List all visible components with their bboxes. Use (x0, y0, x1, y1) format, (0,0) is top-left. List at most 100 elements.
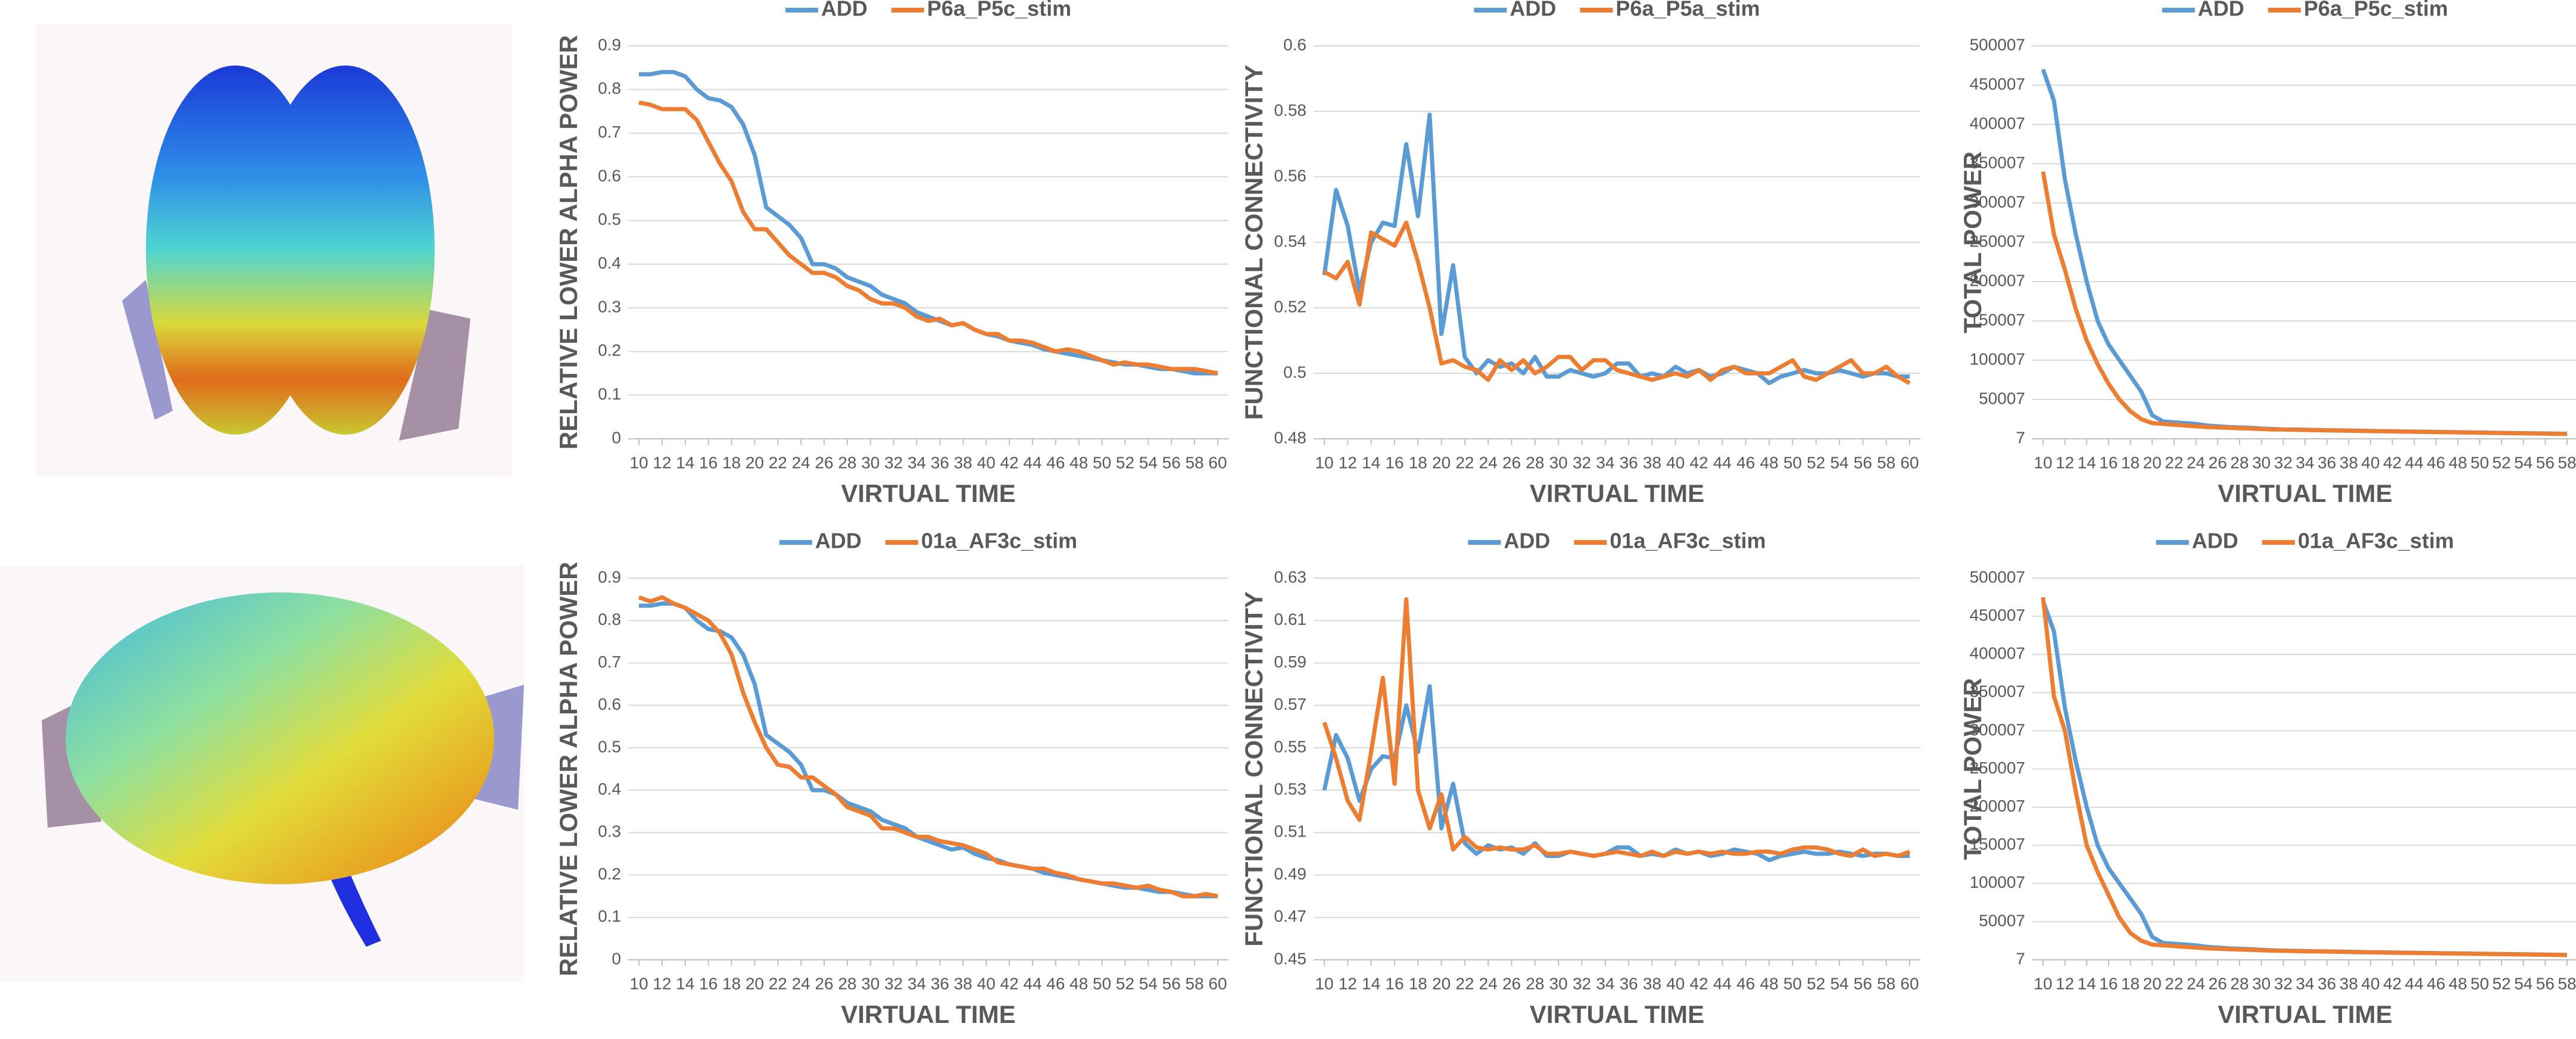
x-tick-label: 34 (907, 974, 926, 993)
legend-label: ADD (821, 0, 868, 21)
y-tick-label: 0.51 (1274, 822, 1307, 841)
y-tick-label: 0.49 (1274, 865, 1307, 883)
x-axis-title: VIRTUAL TIME (1530, 479, 1704, 507)
y-tick-label: 500007 (1970, 35, 2025, 54)
legend-label: 01a_AF3c_stim (1610, 529, 1766, 553)
legend: ADD 01a_AF3c_stim (779, 529, 1077, 553)
legend-label: 01a_AF3c_stim (921, 529, 1077, 553)
x-tick-label: 18 (722, 974, 741, 993)
x-tick-label: 50 (2471, 974, 2489, 993)
x-tick-label: 54 (2514, 974, 2533, 993)
x-tick-label: 10 (2034, 974, 2052, 993)
y-tick-label: 0.6 (1283, 35, 1306, 54)
legend: ADD P6a_P5c_stim (2162, 0, 2448, 21)
x-tick-label: 36 (2318, 453, 2336, 472)
y-tick-label: 350007 (1970, 153, 2025, 171)
x-tick-label: 22 (2165, 453, 2183, 472)
x-tick-label: 10 (1315, 453, 1333, 472)
x-tick-label: 42 (1000, 974, 1019, 993)
y-tick-label: 0 (612, 949, 621, 968)
y-tick-label: 0.45 (1274, 949, 1307, 968)
y-tick-label: 0.47 (1274, 907, 1307, 925)
x-tick-label: 22 (1455, 453, 1474, 472)
x-tick-label: 26 (1502, 453, 1521, 472)
y-tick-label: 400007 (1970, 114, 2025, 132)
y-tick-label: 400007 (1970, 644, 2025, 663)
y-tick-label: 0.5 (598, 210, 621, 229)
data-line (1322, 684, 1910, 863)
x-tick-label: 10 (1315, 974, 1333, 993)
x-tick-label: 36 (1620, 974, 1638, 993)
y-axis-title: TOTAL POWER (1958, 151, 1986, 333)
y-tick-label: 0.4 (598, 254, 621, 272)
x-tick-label: 46 (1046, 974, 1065, 993)
x-tick-label: 40 (977, 974, 996, 993)
x-tick-label: 30 (2252, 453, 2271, 472)
y-axis-title: RELATIVE LOWER ALPHA POWER (554, 561, 582, 976)
y-tick-label: 450007 (1970, 74, 2025, 93)
x-tick-label: 56 (1162, 453, 1181, 472)
y-tick-label: 0.8 (598, 610, 621, 629)
x-tick-label: 50 (1093, 453, 1111, 472)
x-tick-label: 10 (629, 974, 648, 993)
x-tick-label: 26 (815, 974, 833, 993)
y-axis-title: FUNCTIONAL CONNECTIVITY (1240, 591, 1268, 947)
x-tick-label: 44 (1023, 974, 1041, 993)
x-tick-label: 16 (2099, 453, 2117, 472)
legend-label: P6a_P5c_stim (2304, 0, 2448, 21)
x-tick-label: 24 (1479, 453, 1498, 472)
y-tick-label: 0.54 (1274, 232, 1307, 250)
electrode-panel (399, 310, 470, 441)
right-hemisphere (256, 65, 435, 435)
x-tick-label: 32 (2274, 974, 2293, 993)
data-line (1323, 220, 1911, 385)
y-tick-label: 0.58 (1274, 101, 1307, 119)
x-tick-label: 16 (2099, 974, 2117, 993)
electrode-panel (122, 280, 173, 420)
x-tick-label: 40 (1666, 974, 1685, 993)
legend-label: ADD (2192, 529, 2238, 553)
x-tick-label: 20 (2143, 453, 2162, 472)
x-tick-label: 10 (629, 453, 648, 472)
x-tick-label: 20 (746, 974, 764, 993)
x-tick-label: 42 (1690, 974, 1708, 993)
x-tick-label: 34 (2296, 974, 2314, 993)
x-tick-label: 28 (2230, 974, 2248, 993)
y-tick-label: 0.2 (598, 865, 621, 883)
x-tick-label: 46 (2427, 974, 2445, 993)
x-tick-label: 18 (1409, 453, 1427, 472)
y-tick-label: 0.3 (598, 297, 621, 316)
x-tick-label: 50 (1783, 453, 1802, 472)
x-tick-label: 60 (1208, 453, 1227, 472)
y-tick-label: 0.3 (598, 822, 621, 841)
x-tick-label: 24 (2187, 974, 2205, 993)
y-tick-label: 0.5 (598, 737, 621, 756)
x-tick-label: 60 (1900, 453, 1919, 472)
y-tick-label: 0.4 (598, 780, 621, 798)
x-tick-label: 12 (2056, 974, 2074, 993)
x-tick-label: 58 (1877, 974, 1895, 993)
x-tick-label: 16 (1385, 974, 1404, 993)
x-tick-label: 36 (2318, 974, 2336, 993)
x-tick-label: 18 (2121, 974, 2140, 993)
x-tick-label: 26 (2209, 453, 2227, 472)
y-tick-label: 0.55 (1274, 737, 1307, 756)
y-tick-label: 0.52 (1274, 297, 1307, 316)
x-tick-label: 32 (2274, 453, 2293, 472)
y-tick-label: 0.48 (1274, 428, 1307, 447)
x-tick-label: 58 (2558, 974, 2576, 993)
x-tick-label: 52 (2492, 974, 2510, 993)
x-tick-label: 24 (792, 974, 810, 993)
x-tick-label: 36 (931, 453, 949, 472)
x-tick-label: 18 (1409, 974, 1427, 993)
x-axis-title: VIRTUAL TIME (1530, 1000, 1704, 1028)
x-tick-label: 22 (2165, 974, 2183, 993)
x-tick-label: 54 (1139, 453, 1158, 472)
legend: ADD P6a_P5a_stim (1474, 0, 1760, 21)
x-tick-label: 48 (1069, 974, 1088, 993)
x-tick-label: 58 (1877, 453, 1895, 472)
x-tick-label: 38 (954, 453, 972, 472)
y-tick-label: 0.6 (598, 695, 621, 713)
